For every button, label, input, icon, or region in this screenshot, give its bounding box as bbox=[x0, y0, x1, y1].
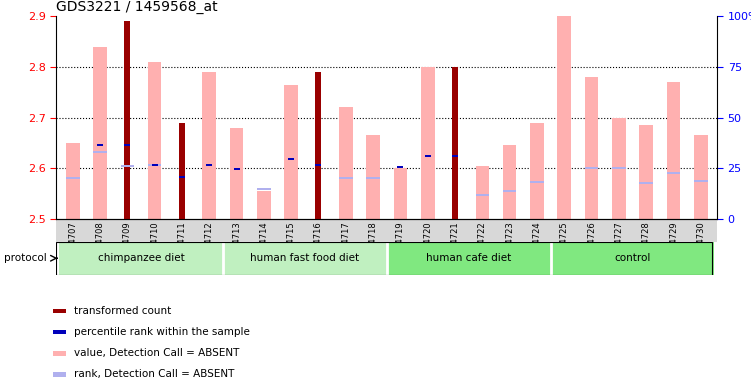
Bar bbox=[639, 125, 653, 219]
Bar bbox=[530, 181, 544, 184]
Bar bbox=[397, 166, 403, 168]
Bar bbox=[425, 154, 431, 157]
Bar bbox=[93, 46, 107, 219]
Bar bbox=[612, 118, 626, 219]
Bar bbox=[148, 62, 161, 219]
Bar bbox=[585, 77, 599, 219]
Bar bbox=[366, 135, 380, 219]
Text: chimpanzee diet: chimpanzee diet bbox=[98, 253, 184, 263]
Bar bbox=[557, 16, 571, 219]
Bar bbox=[667, 172, 680, 174]
Text: protocol: protocol bbox=[4, 253, 47, 263]
Bar bbox=[179, 176, 185, 178]
Bar bbox=[257, 189, 270, 190]
Text: percentile rank within the sample: percentile rank within the sample bbox=[74, 327, 249, 337]
Text: transformed count: transformed count bbox=[74, 306, 170, 316]
Bar bbox=[503, 146, 517, 219]
Bar bbox=[387, 242, 550, 275]
Bar bbox=[120, 165, 134, 167]
Bar bbox=[125, 144, 131, 146]
Bar bbox=[66, 177, 80, 179]
Bar bbox=[339, 177, 353, 179]
Bar bbox=[288, 158, 294, 160]
Bar bbox=[475, 166, 489, 219]
Text: human cafe diet: human cafe diet bbox=[426, 253, 511, 263]
Text: rank, Detection Call = ABSENT: rank, Detection Call = ABSENT bbox=[74, 369, 234, 379]
Bar bbox=[97, 144, 103, 146]
Text: human fast food diet: human fast food diet bbox=[250, 253, 360, 263]
Bar bbox=[366, 177, 380, 179]
Bar bbox=[234, 168, 240, 170]
Bar bbox=[152, 164, 158, 166]
Bar bbox=[694, 135, 707, 219]
Bar bbox=[612, 167, 626, 169]
Bar bbox=[207, 164, 213, 166]
Bar bbox=[639, 182, 653, 184]
Bar bbox=[452, 154, 458, 157]
Bar bbox=[315, 164, 321, 166]
Bar bbox=[59, 242, 223, 275]
Text: GDS3221 / 1459568_at: GDS3221 / 1459568_at bbox=[56, 0, 218, 14]
Bar bbox=[475, 194, 489, 195]
Text: control: control bbox=[614, 253, 650, 263]
Bar bbox=[148, 164, 161, 166]
Bar bbox=[394, 168, 407, 219]
Bar bbox=[285, 84, 298, 219]
Bar bbox=[315, 72, 321, 219]
Bar bbox=[585, 167, 599, 169]
Bar bbox=[125, 21, 131, 219]
Bar bbox=[452, 67, 458, 219]
Bar bbox=[203, 72, 216, 219]
Bar bbox=[503, 190, 517, 192]
Text: value, Detection Call = ABSENT: value, Detection Call = ABSENT bbox=[74, 348, 239, 358]
Bar bbox=[421, 67, 435, 219]
Bar bbox=[223, 242, 387, 275]
Bar bbox=[93, 151, 107, 153]
Bar bbox=[257, 191, 270, 219]
Bar bbox=[339, 108, 353, 219]
Bar bbox=[179, 122, 185, 219]
Bar bbox=[667, 82, 680, 219]
Bar bbox=[550, 242, 714, 275]
Bar bbox=[530, 122, 544, 219]
Bar bbox=[230, 127, 243, 219]
Bar bbox=[66, 143, 80, 219]
Bar bbox=[694, 180, 707, 182]
